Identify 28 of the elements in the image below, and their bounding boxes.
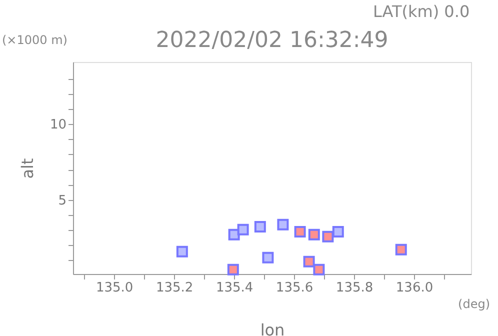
text: (deg) xyxy=(458,297,490,311)
point xyxy=(322,230,334,242)
x-tick-label: 135.4 xyxy=(216,280,254,296)
y-axis-title: alt xyxy=(18,158,37,179)
text: LAT(km) 0.0 xyxy=(373,2,470,21)
text: (×1000 m) xyxy=(2,33,68,47)
point xyxy=(294,226,306,238)
x-tick-label: 135.2 xyxy=(156,280,194,296)
point xyxy=(227,264,239,276)
point xyxy=(313,264,325,276)
point xyxy=(303,256,315,268)
y-tick-label: 5 xyxy=(58,193,66,208)
point xyxy=(228,228,240,240)
point xyxy=(262,252,274,264)
x-tick-label: 136.0 xyxy=(396,280,434,296)
x-tick-label: 135.0 xyxy=(96,280,134,296)
point xyxy=(176,246,188,258)
point xyxy=(254,221,266,232)
x-axis-title: lon xyxy=(260,320,285,336)
y-tick-label: 10 xyxy=(50,118,66,133)
x-tick-label: 135.8 xyxy=(336,280,374,296)
chart-title: 2022/02/02 16:32:49 xyxy=(156,28,388,53)
point xyxy=(332,226,344,238)
x-tick-label: 135.6 xyxy=(276,280,314,296)
point xyxy=(395,244,407,256)
point xyxy=(308,228,320,240)
point xyxy=(237,224,249,236)
point xyxy=(277,218,289,230)
